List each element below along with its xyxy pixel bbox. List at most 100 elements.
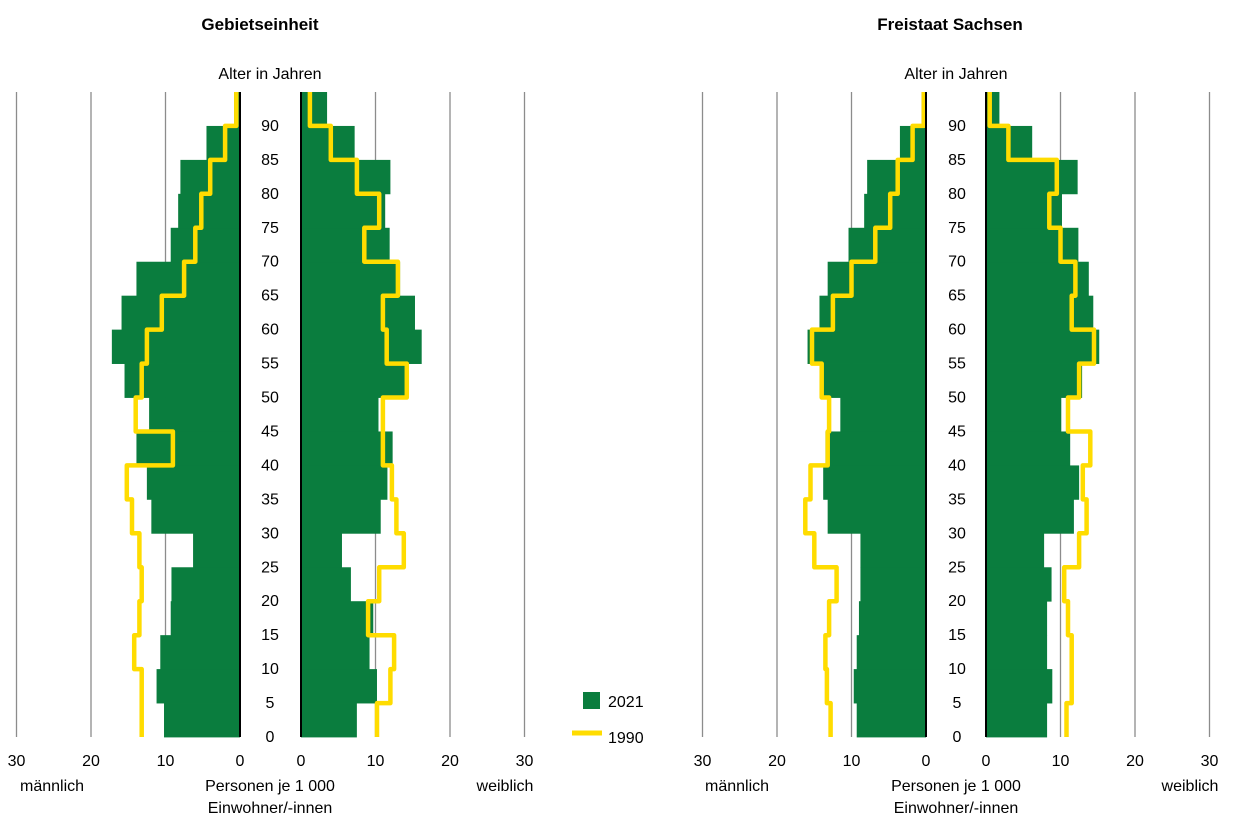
bar-2021-male (819, 295, 926, 331)
panel-title: Gebietseinheit (201, 15, 318, 34)
bar-2021-male (840, 397, 926, 432)
x-axis-label-line2: Einwohner/-innen (894, 800, 1019, 817)
age-tick-label: 0 (953, 729, 962, 746)
age-tick-label: 5 (953, 695, 962, 712)
female-label: weiblich (1161, 778, 1219, 795)
female-x-tick-label: 30 (1201, 753, 1219, 770)
age-tick-label: 15 (261, 627, 279, 644)
age-tick-label: 0 (266, 729, 275, 746)
bar-2021-female (986, 703, 1048, 738)
age-tick-label: 70 (261, 254, 279, 271)
age-tick-label: 15 (948, 627, 966, 644)
bar-2021-male (860, 567, 926, 602)
male-label: männlich (705, 778, 769, 795)
bar-2021-female (301, 533, 342, 568)
bar-2021-male (825, 431, 926, 466)
bar-2021-male (856, 703, 926, 738)
bar-2021-male (827, 261, 926, 297)
age-tick-label: 10 (261, 661, 279, 678)
x-axis-label-line1: Personen je 1 000 (891, 778, 1021, 795)
age-tick-label: 25 (948, 559, 966, 576)
age-tick-label: 65 (948, 288, 966, 305)
bar-2021-male (860, 533, 926, 568)
x-axis-label-line2: Einwohner/-innen (208, 800, 333, 817)
age-tick-label: 35 (261, 491, 279, 508)
age-tick-label: 60 (948, 322, 966, 339)
age-axis-label: Alter in Jahren (218, 66, 321, 83)
male-label: männlich (20, 778, 84, 795)
legend-label-2021: 2021 (608, 694, 644, 711)
bar-2021-male (151, 499, 240, 534)
bar-2021-male (178, 193, 240, 229)
line-1990-female (307, 92, 410, 737)
legend-label-1990: 1990 (608, 730, 644, 747)
bar-2021-female (986, 159, 1078, 195)
bar-2021-female (301, 227, 390, 263)
bar-2021-male (864, 193, 926, 229)
male-x-tick-label: 0 (922, 753, 931, 770)
age-tick-label: 80 (948, 186, 966, 203)
age-tick-label: 25 (261, 559, 279, 576)
bar-2021-female (301, 499, 381, 534)
male-x-tick-label: 20 (82, 753, 100, 770)
age-tick-label: 35 (948, 491, 966, 508)
bar-2021-female (301, 567, 351, 602)
age-tick-label: 45 (261, 423, 279, 440)
bar-2021-female (301, 92, 328, 127)
age-tick-label: 20 (261, 593, 279, 610)
line-1990-female (987, 92, 1097, 737)
age-tick-label: 10 (948, 661, 966, 678)
bar-2021-female (986, 669, 1053, 704)
female-x-tick-label: 0 (982, 753, 991, 770)
bar-2021-female (986, 567, 1052, 602)
age-tick-label: 50 (261, 390, 279, 407)
x-axis-label-line1: Personen je 1 000 (205, 778, 335, 795)
age-tick-label: 55 (261, 356, 279, 373)
male-x-tick-label: 30 (694, 753, 712, 770)
bar-2021-female (301, 431, 393, 466)
female-x-tick-label: 0 (297, 753, 306, 770)
bar-2021-male (136, 261, 240, 297)
age-tick-label: 50 (948, 390, 966, 407)
female-x-tick-label: 10 (1052, 753, 1070, 770)
age-tick-label: 85 (261, 152, 279, 169)
bar-2021-female (301, 601, 374, 636)
bar-2021-female (301, 125, 355, 161)
age-tick-label: 20 (948, 593, 966, 610)
bar-2021-male (853, 669, 926, 704)
bar-2021-female (301, 703, 357, 738)
age-tick-label: 40 (261, 457, 279, 474)
bar-2021-male (164, 703, 240, 738)
pyramid-panel-freistaat-sachsen: Freistaat Sachsen Alter in Jahren männli… (694, 15, 1219, 817)
legend: 2021 1990 (572, 692, 644, 747)
bar-2021-female (986, 261, 1089, 297)
female-x-tick-label: 20 (441, 753, 459, 770)
age-tick-label: 5 (266, 695, 275, 712)
age-tick-label: 75 (948, 220, 966, 237)
bar-2021-female (301, 397, 379, 432)
male-x-tick-label: 30 (8, 753, 26, 770)
age-tick-label: 80 (261, 186, 279, 203)
bar-2021-male (121, 295, 240, 331)
bar-2021-male (827, 499, 926, 534)
bar-2021-male (193, 533, 240, 568)
bar-2021-male (146, 465, 240, 500)
bar-2021-female (301, 363, 407, 398)
bar-2021-male (823, 465, 926, 500)
bar-2021-female (986, 431, 1071, 466)
bar-2021-male (170, 601, 240, 636)
bar-2021-female (986, 227, 1079, 263)
age-axis-label: Alter in Jahren (904, 66, 1007, 83)
female-label: weiblich (476, 778, 534, 795)
female-x-tick-label: 20 (1126, 753, 1144, 770)
bar-2021-female (301, 159, 391, 195)
bar-2021-female (301, 261, 401, 297)
legend-swatch-2021 (583, 692, 600, 709)
bar-2021-male (807, 329, 926, 364)
age-tick-label: 70 (948, 254, 966, 271)
age-tick-label: 85 (948, 152, 966, 169)
bar-2021-male (170, 227, 240, 263)
bar-2021-female (986, 465, 1080, 500)
line-1990-male (124, 92, 239, 737)
